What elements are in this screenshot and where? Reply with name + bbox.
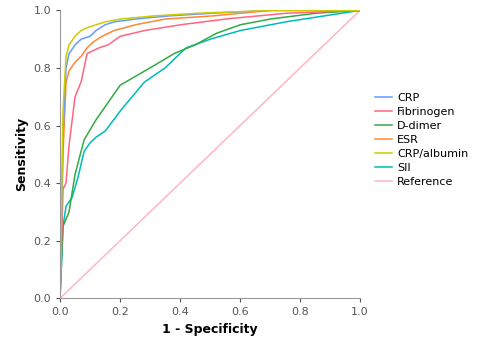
Y-axis label: Sensitivity: Sensitivity	[14, 117, 28, 192]
Legend: CRP, Fibrinogen, D-dimer, ESR, CRP/albumin, SII, Reference: CRP, Fibrinogen, D-dimer, ESR, CRP/album…	[375, 93, 468, 187]
X-axis label: 1 - Specificity: 1 - Specificity	[162, 323, 258, 336]
